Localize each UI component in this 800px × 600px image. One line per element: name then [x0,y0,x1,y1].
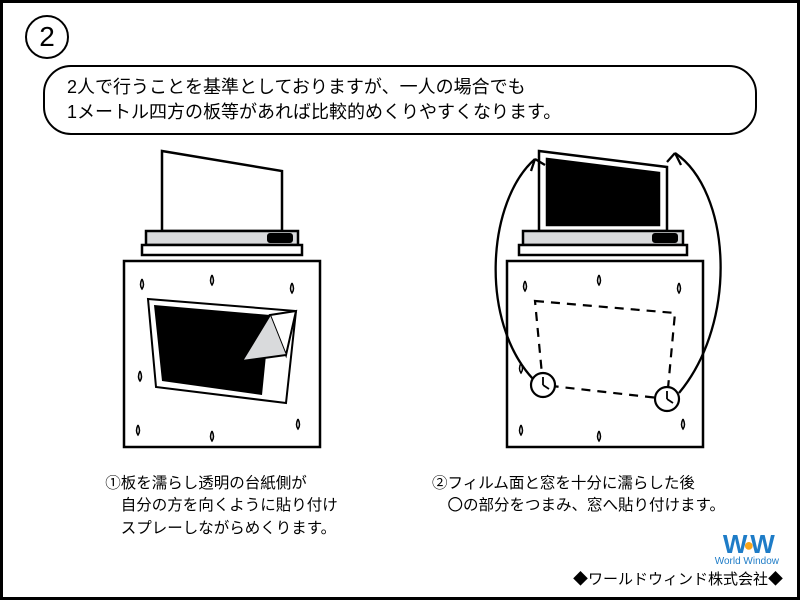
footer-company: ◆ワールドウィンド株式会社◆ [573,568,783,589]
panel-right: ②フィルム面と窓を十分に濡らした後 〇の部分をつまみ、窓へ貼り付けます。 [424,141,734,540]
brand-logo: W●W World Window [715,531,779,567]
instruction-panels: ①板を濡らし透明の台紙側が 自分の方を向くように貼り付け スプレーしながらめくり… [3,141,797,540]
caption-right: ②フィルム面と窓を十分に濡らした後 〇の部分をつまみ、窓へ貼り付けます。 [432,473,725,518]
tip-text-box: 2人で行うことを基準としておりますが、一人の場合でも 1メートル四方の板等があれ… [43,65,757,135]
diagram-sprayer-peel [82,141,362,461]
panel-left: ①板を濡らし透明の台紙側が 自分の方を向くように貼り付け スプレーしながらめくり… [67,141,377,540]
caption-left: ①板を濡らし透明の台紙側が 自分の方を向くように貼り付け スプレーしながらめくり… [105,473,338,540]
step-number-badge: 2 [25,15,69,59]
diagram-apply-film [439,141,719,461]
